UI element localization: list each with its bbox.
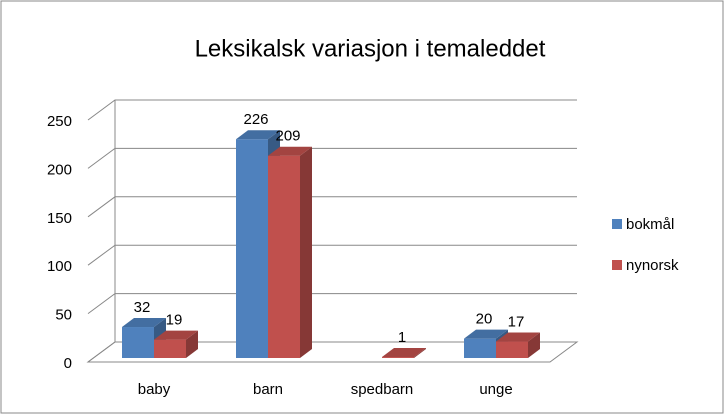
y-tick-label: 0 bbox=[64, 355, 72, 372]
grid-line bbox=[87, 341, 577, 363]
bar-front bbox=[464, 338, 496, 358]
bar bbox=[268, 146, 312, 358]
bar-top bbox=[382, 348, 426, 358]
bar-top bbox=[464, 329, 508, 339]
chart-title: Leksikalsk variasjon i temaleddet bbox=[195, 35, 546, 62]
legend-label: nynorsk bbox=[626, 257, 679, 274]
bar-front bbox=[154, 339, 186, 358]
legend-swatch bbox=[612, 219, 622, 229]
data-label: 226 bbox=[243, 111, 268, 128]
x-tick-label: barn bbox=[253, 381, 283, 398]
bar-top bbox=[496, 332, 540, 342]
data-label: 209 bbox=[275, 128, 300, 145]
grid-line bbox=[87, 99, 577, 121]
data-label: 17 bbox=[508, 314, 525, 331]
data-label: 19 bbox=[166, 312, 183, 329]
bar-front bbox=[268, 155, 300, 358]
bar-front bbox=[122, 327, 154, 358]
bar-top bbox=[122, 318, 166, 328]
y-tick-label: 50 bbox=[55, 307, 72, 324]
bar bbox=[496, 332, 540, 358]
y-tick-label: 250 bbox=[47, 113, 72, 130]
bar-top bbox=[268, 146, 312, 156]
bar-side bbox=[186, 330, 198, 358]
bar-top bbox=[236, 130, 280, 140]
data-label: 20 bbox=[476, 311, 493, 328]
data-label: 1 bbox=[398, 329, 406, 346]
bar-front bbox=[382, 357, 414, 358]
grid-line bbox=[87, 147, 577, 169]
bar bbox=[382, 348, 426, 358]
bar-side bbox=[528, 332, 540, 358]
bar-side bbox=[414, 348, 426, 358]
y-tick-label: 200 bbox=[47, 161, 72, 178]
x-tick-label: baby bbox=[138, 381, 171, 398]
data-label: 32 bbox=[134, 299, 151, 316]
bar-side bbox=[300, 146, 312, 358]
y-tick-label: 100 bbox=[47, 258, 72, 275]
bar-top bbox=[154, 330, 198, 340]
x-tick-label: spedbarn bbox=[351, 381, 414, 398]
grid-line bbox=[87, 244, 577, 266]
grid-line bbox=[87, 196, 577, 218]
grid-line bbox=[87, 293, 577, 315]
bar bbox=[154, 330, 198, 358]
bar-front bbox=[236, 139, 268, 358]
legend-swatch bbox=[612, 260, 622, 270]
x-tick-label: unge bbox=[479, 381, 512, 398]
bar-front bbox=[496, 341, 528, 358]
y-tick-label: 150 bbox=[47, 210, 72, 227]
legend-label: bokmål bbox=[626, 216, 674, 233]
